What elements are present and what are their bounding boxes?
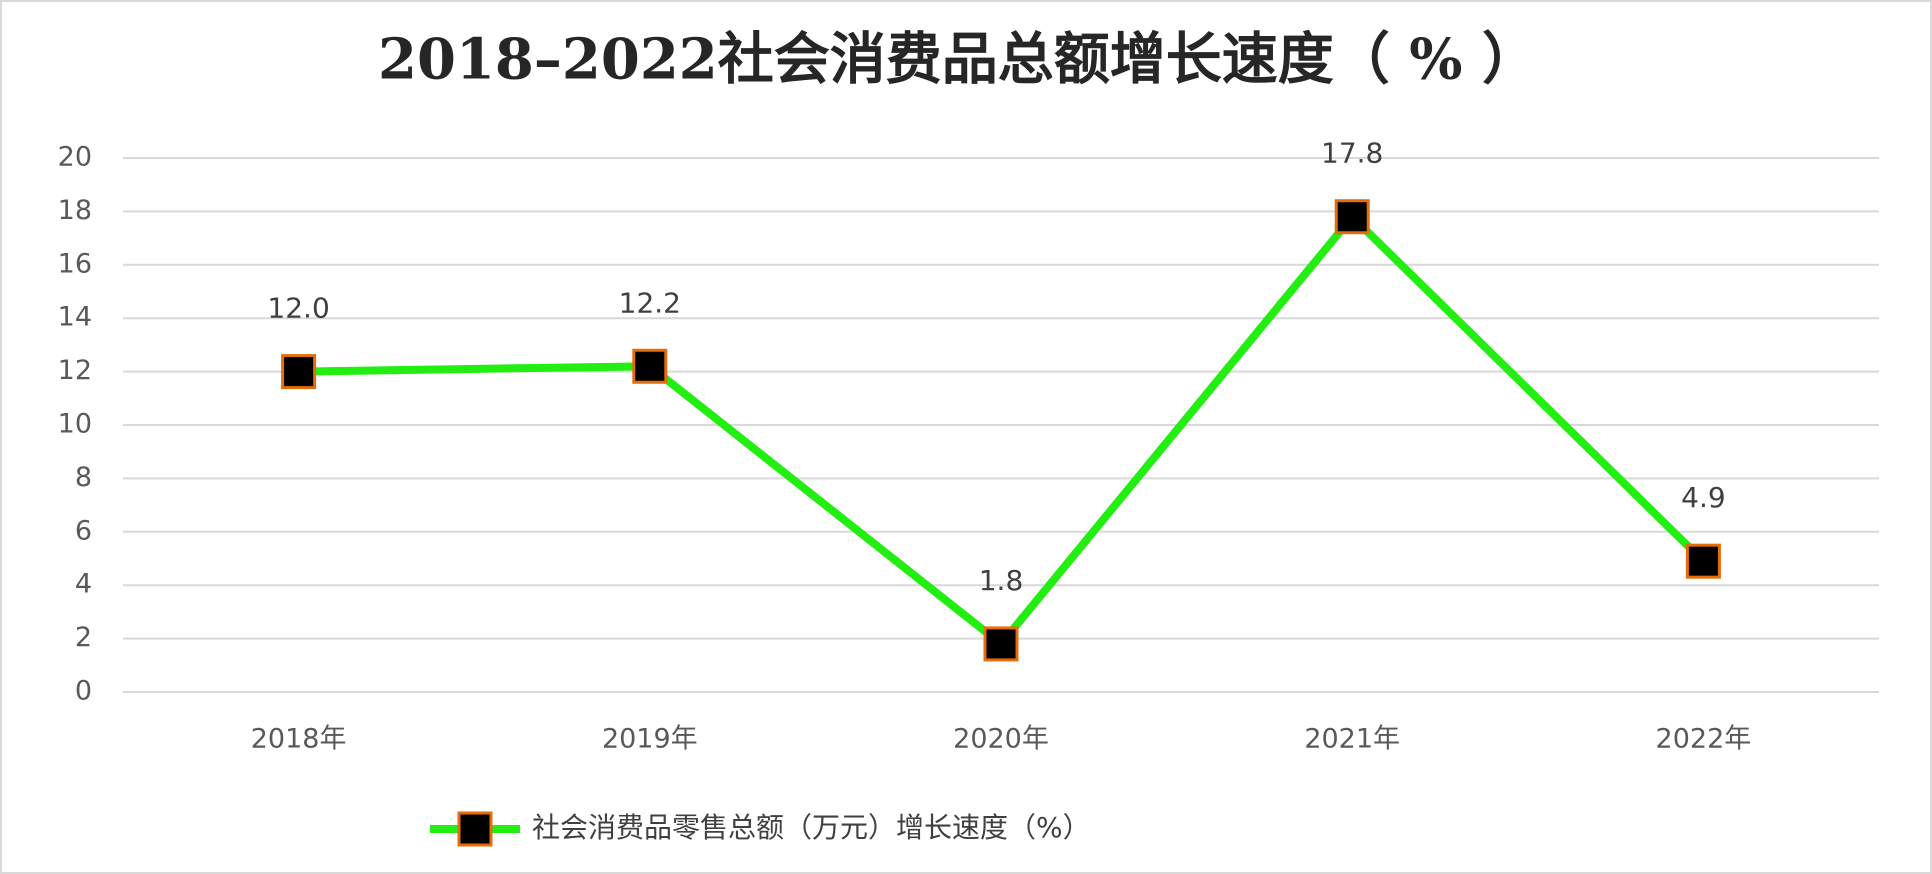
y-tick-label: 18 (58, 195, 92, 226)
marker (1685, 543, 1721, 579)
x-tick-label: 2021年 (1304, 724, 1400, 755)
legend-marker (457, 811, 493, 847)
x-tick-label: 2018年 (251, 724, 347, 755)
legend-label: 社会消费品零售总额（万元）增长速度（%） (532, 811, 1091, 844)
y-tick-label: 12 (58, 355, 92, 386)
data-label: 4.9 (1681, 481, 1726, 514)
marker (1334, 199, 1370, 235)
marker (281, 354, 317, 390)
y-tick-label: 14 (58, 302, 92, 333)
data-label: 17.8 (1321, 137, 1383, 170)
chart-title: 2018–2022社会消费品总额增长速度（ % ） (378, 27, 1538, 93)
y-tick-label: 6 (75, 515, 92, 546)
data-label: 12.0 (267, 292, 329, 325)
y-tick-label: 2 (75, 622, 92, 653)
y-tick-label: 20 (58, 142, 92, 173)
y-tick-label: 16 (58, 248, 92, 279)
y-tick-label: 10 (58, 409, 92, 440)
marker (632, 348, 668, 384)
x-tick-label: 2020年 (953, 724, 1049, 755)
y-tick-label: 0 (75, 676, 92, 707)
data-label: 12.2 (619, 286, 681, 319)
x-tick-label: 2019年 (602, 724, 698, 755)
data-label: 1.8 (979, 564, 1024, 597)
y-tick-label: 4 (75, 569, 92, 600)
x-tick-label: 2022年 (1656, 724, 1752, 755)
marker (983, 626, 1019, 662)
y-tick-label: 8 (75, 462, 92, 493)
